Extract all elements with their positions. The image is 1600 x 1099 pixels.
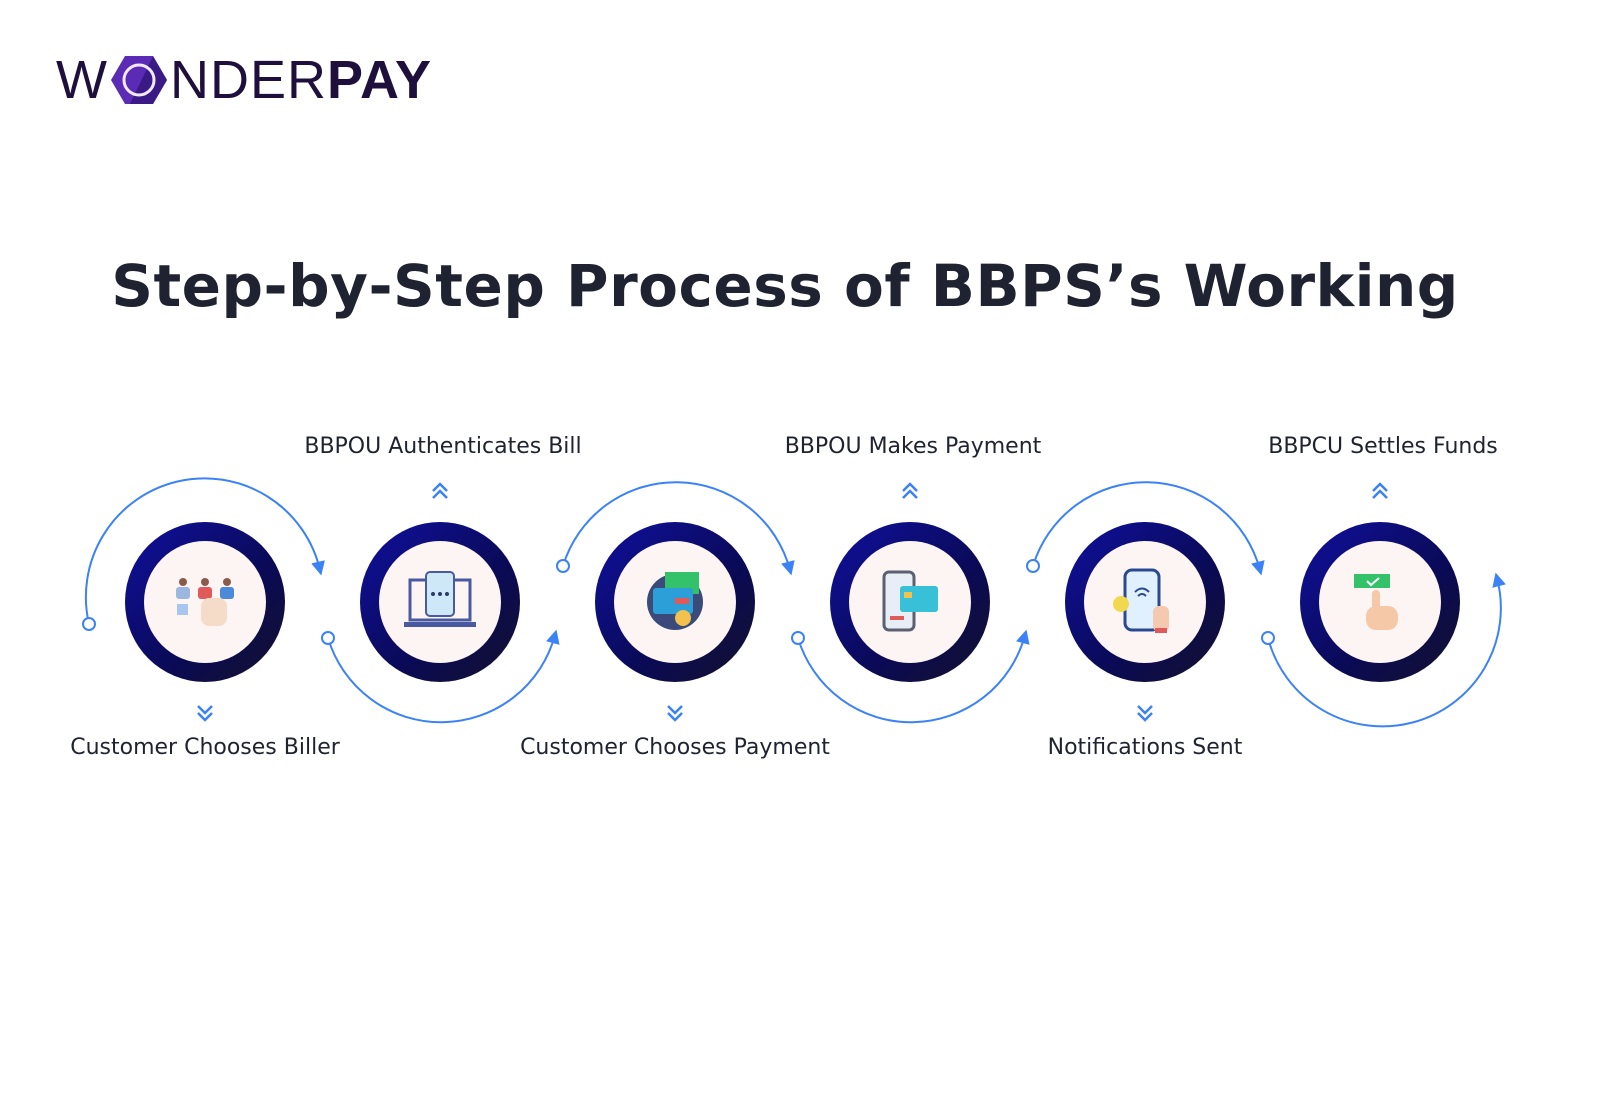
step-node bbox=[595, 522, 755, 682]
step-label: Customer Chooses Payment bbox=[520, 735, 830, 760]
arc-start-dot bbox=[1261, 631, 1275, 645]
flow-arc bbox=[797, 629, 1030, 724]
logo-text-w: W bbox=[56, 50, 108, 110]
hand-tap-money-icon bbox=[1354, 574, 1398, 630]
arc-start-dot bbox=[556, 559, 570, 573]
step-label: Notifications Sent bbox=[1047, 735, 1243, 760]
step-node bbox=[125, 522, 285, 682]
step-node bbox=[830, 522, 990, 682]
step-node bbox=[1065, 522, 1225, 682]
step-label: Customer Chooses Biller bbox=[70, 735, 340, 760]
logo-text-pay: PAY bbox=[326, 50, 433, 110]
arc-start-dot bbox=[321, 631, 335, 645]
page-title: Step-by-Step Process of BBPS’s Working bbox=[111, 252, 1459, 320]
laptop-phone-icon bbox=[404, 571, 476, 627]
flow-arc bbox=[1032, 481, 1265, 576]
double-chevron-up-icon bbox=[902, 482, 918, 499]
step-label: BBPOU Authenticates Bill bbox=[304, 434, 582, 459]
wonderpay-logo: W NDER PAY bbox=[56, 50, 432, 110]
step-label: BBPCU Settles Funds bbox=[1268, 434, 1498, 459]
step-node bbox=[360, 522, 520, 682]
double-chevron-up-icon bbox=[432, 482, 448, 499]
double-chevron-down-icon bbox=[1137, 705, 1153, 722]
double-chevron-up-icon bbox=[1372, 482, 1388, 499]
phone-pay-icon bbox=[882, 570, 938, 632]
hexagon-o-icon bbox=[110, 56, 167, 104]
double-chevron-down-icon bbox=[197, 705, 213, 722]
select-person-icon bbox=[176, 578, 234, 626]
logo-text-nder: NDER bbox=[169, 50, 327, 110]
double-chevron-down-icon bbox=[667, 705, 683, 722]
flow-arc bbox=[562, 481, 795, 576]
card-payment-icon bbox=[647, 572, 703, 630]
arc-start-dot bbox=[1026, 559, 1040, 573]
arc-start-dot bbox=[82, 617, 96, 631]
flow-arc bbox=[84, 477, 325, 625]
phone-notification-icon bbox=[1113, 568, 1169, 633]
arc-start-dot bbox=[791, 631, 805, 645]
step-label: BBPOU Makes Payment bbox=[784, 434, 1042, 459]
flow-arc bbox=[327, 629, 560, 724]
step-node bbox=[1300, 522, 1460, 682]
flow-arc bbox=[1267, 572, 1506, 728]
